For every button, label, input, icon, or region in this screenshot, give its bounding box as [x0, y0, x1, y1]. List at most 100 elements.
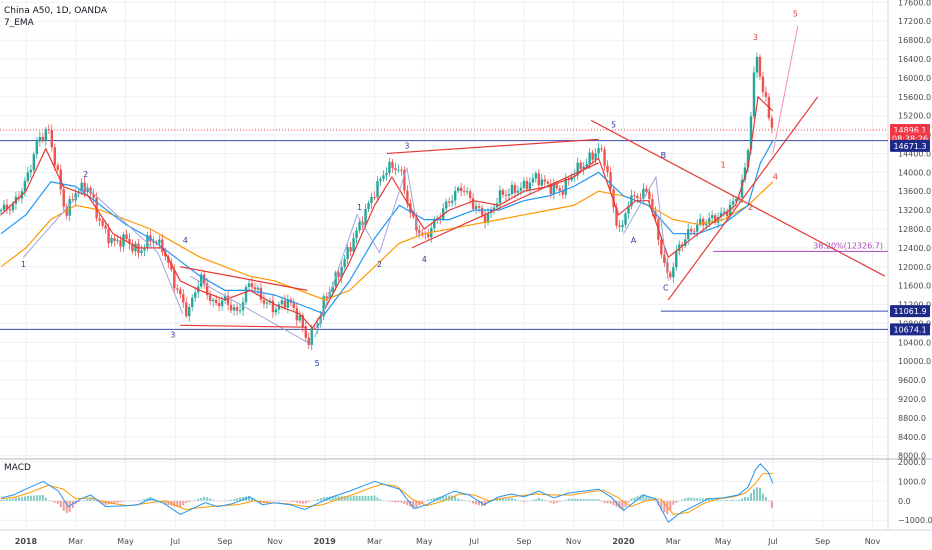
candle-body — [498, 190, 502, 204]
macd-histogram-bar — [582, 498, 585, 501]
time-tick-label: Nov — [865, 537, 881, 546]
macd-histogram-bar — [543, 500, 546, 501]
macd-histogram-bar — [567, 498, 570, 501]
candle-body — [355, 230, 358, 239]
candle-body — [582, 166, 585, 170]
candle-body — [325, 296, 328, 299]
time-tick-label: Mar — [666, 537, 682, 546]
candle-body — [262, 299, 266, 304]
macd-histogram-bar — [579, 498, 582, 501]
macd-histogram-bar — [104, 500, 107, 506]
candle-body — [639, 198, 642, 200]
time-tick-label: Nov — [566, 537, 582, 546]
candle-body — [167, 256, 170, 263]
macd-histogram-bar — [224, 500, 227, 502]
macd-histogram-bar — [621, 500, 624, 510]
candle-body — [621, 224, 624, 227]
macd-histogram-bar — [642, 494, 645, 501]
macd-histogram-bar — [633, 497, 636, 501]
macd-histogram-bar — [194, 499, 197, 501]
macd-panel — [0, 463, 774, 523]
macd-histogram-bar — [528, 500, 531, 502]
candle-body — [370, 197, 373, 203]
candle-body — [304, 326, 307, 338]
candle-body — [277, 304, 281, 310]
macd-histogram-bar — [654, 499, 657, 501]
candle-body — [474, 206, 478, 209]
macd-histogram-bar — [600, 500, 603, 502]
macd-histogram-bar — [337, 496, 340, 501]
macd-histogram-bar — [624, 500, 627, 507]
macd-histogram-bar — [62, 500, 65, 511]
candle-body — [603, 149, 606, 166]
macd-histogram-bar — [292, 500, 295, 503]
price-tick-label: 10400.0 — [898, 338, 931, 347]
candle-body — [645, 188, 648, 192]
candle-body — [394, 168, 397, 170]
candle-body — [352, 238, 355, 252]
time-axis[interactable]: 2018 Mar May Jul Sep Nov 2019 Mar May Jul Sep Nov 20… — [15, 537, 881, 546]
candle-body — [546, 181, 550, 184]
candle-body — [442, 208, 445, 219]
candle-body — [238, 310, 242, 312]
macd-histogram-bar — [131, 500, 134, 502]
macd-histogram-bar — [20, 496, 23, 501]
macd-histogram-bar — [155, 499, 158, 501]
macd-histogram-bar — [50, 500, 53, 502]
macd-histogram-bar — [439, 496, 442, 501]
candle-body — [280, 300, 284, 305]
wave-label: 3 — [404, 142, 409, 151]
macd-histogram-bar — [71, 500, 74, 509]
candle-body — [630, 195, 633, 207]
candle-body — [716, 217, 720, 223]
candle-body — [113, 238, 116, 241]
candle-body — [80, 182, 83, 192]
candle-body — [707, 218, 711, 224]
candle-body — [391, 161, 394, 169]
time-tick-label: Jul — [468, 537, 479, 546]
macd-tick-label: 2000.0 — [898, 458, 926, 467]
candle-body — [722, 211, 726, 213]
macd-histogram-bar — [618, 500, 621, 509]
candle-body — [143, 247, 146, 251]
candle-body — [244, 286, 248, 303]
wave-path — [623, 175, 669, 281]
candle-body — [62, 189, 65, 207]
candle-body — [453, 190, 457, 201]
candle-body — [310, 328, 313, 345]
time-tick-label: Mar — [367, 537, 383, 546]
macd-histogram-bar — [496, 499, 499, 501]
macd-histogram-bar — [122, 500, 125, 502]
candle-body — [764, 92, 768, 97]
candle-body — [713, 215, 717, 223]
macd-histogram-bar — [173, 500, 176, 507]
time-tick-label: 2019 — [314, 537, 337, 546]
macd-histogram-bar — [558, 500, 561, 502]
macd-histogram-bar — [735, 500, 738, 501]
macd-histogram-bar — [313, 500, 316, 501]
candle-body — [125, 234, 128, 239]
candle-body — [313, 328, 316, 330]
candle-body — [519, 187, 523, 191]
macd-histogram-bar — [597, 499, 600, 501]
macd-histogram-bar — [17, 497, 20, 501]
candle-body — [510, 184, 514, 195]
macd-histogram-bar — [80, 500, 83, 502]
candle-body — [534, 173, 538, 179]
macd-histogram-bar — [334, 496, 337, 501]
macd-histogram-bar — [125, 500, 128, 502]
macd-histogram-bar — [32, 495, 35, 501]
macd-histogram-bar — [645, 495, 648, 501]
time-tick-label: 2020 — [612, 537, 635, 546]
price-tick-label: 16000.0 — [898, 74, 931, 83]
macd-histogram-bar — [510, 498, 513, 501]
macd-histogram-bar — [8, 498, 11, 501]
macd-tick-label: 0.0 — [898, 497, 911, 506]
candle-body — [292, 302, 296, 309]
candle-body — [307, 337, 310, 345]
price-tick-label: 12000.0 — [898, 263, 931, 272]
wave-label: 3 — [170, 331, 175, 340]
candle-body — [666, 262, 669, 273]
macd-histogram-bar — [301, 500, 304, 504]
